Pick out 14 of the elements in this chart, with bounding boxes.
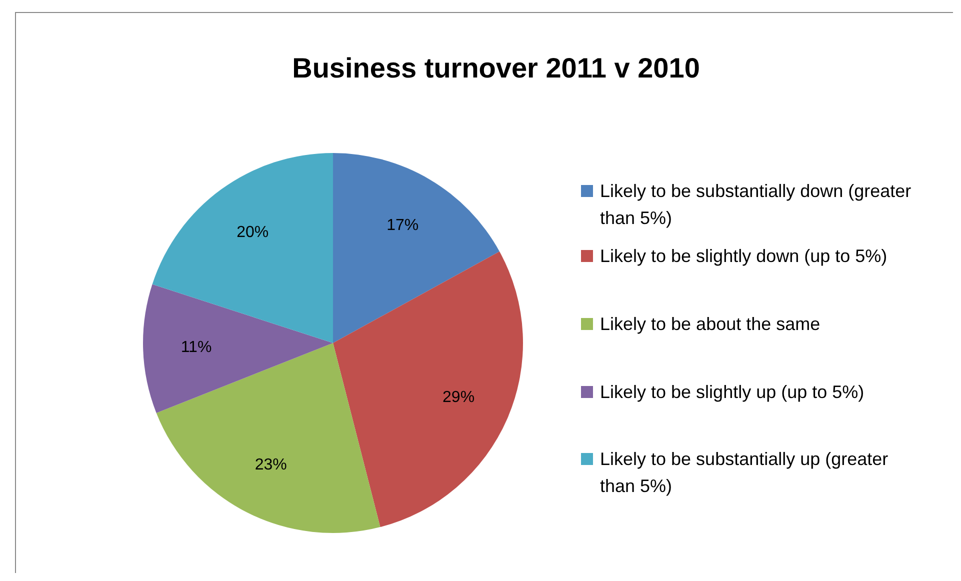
pie-slice [143, 284, 333, 413]
legend-label: Likely to be slightly down (up to 5%) [600, 246, 888, 266]
chart-title: Business turnover 2011 v 2010 [292, 52, 700, 84]
pie-slice [333, 251, 523, 528]
legend-label: Likely to be slightly up (up to 5%) [600, 382, 864, 402]
data-label: 17% [386, 216, 419, 234]
pie-slice [333, 153, 500, 343]
legend-label: Likely to be substantially up (greater than 5%) [600, 449, 888, 496]
data-label: 11% [180, 338, 212, 356]
data-label: 23% [254, 456, 287, 474]
legend-label: Likely to be about the same [600, 314, 820, 334]
legend-label: Likely to be substantially down (greater than 5%) [600, 181, 912, 228]
data-label: 29% [442, 388, 475, 406]
data-label: 20% [236, 224, 269, 241]
